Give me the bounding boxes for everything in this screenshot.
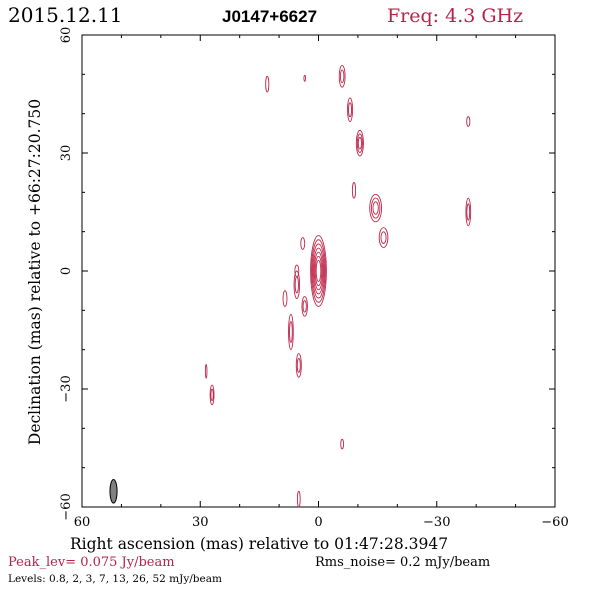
contour-ring [310,235,327,307]
y-tick-label: −60 [59,493,74,520]
contour-ring [315,260,322,282]
contour-ring [265,75,270,93]
contour-ring [302,300,307,313]
y-tick-label: 30 [59,145,74,162]
tick-labels: 60 30 0 −30 −60 −60 −30 0 30 60 [59,27,569,530]
source-name: J0147+6627 [222,7,317,26]
x-tick-label: 60 [74,515,91,530]
contour-ring [369,193,383,223]
x-tick-label: −60 [541,515,568,530]
contour-ring [295,353,302,378]
contour-ring [355,129,364,157]
contour-ring [303,74,306,82]
y-tick-label: 60 [59,27,74,44]
contour-layer [204,65,472,508]
x-tick-label: −30 [423,515,450,530]
contour-ring [314,255,323,287]
x-tick-label: 0 [314,515,322,530]
contour-ring [296,490,301,508]
contour-ring [356,133,363,153]
contour-ring [351,182,357,199]
contour-ring [312,243,325,299]
plot-border [81,34,556,508]
y-tick-label: −30 [59,375,74,402]
contour-ring [313,251,324,291]
frequency-label: Freq: 4.3 GHz [387,5,523,27]
contour-ring [347,97,354,122]
beam-layer [109,478,118,504]
contour-ring [312,247,325,295]
contour-ring [372,201,379,215]
contour-ring [348,102,352,118]
contour-ring [311,239,326,303]
beam-ellipse [109,478,118,504]
axis-ticks [81,34,556,508]
y-axis-label: Declination (mas) relative to +66:27:20.… [26,99,44,445]
contour-ring [340,438,344,450]
contour-ring [289,321,293,343]
x-tick-label: 30 [192,515,209,530]
contour-ring [301,296,308,317]
contour-ring [339,69,345,84]
contour-ring [288,313,294,351]
plot-frame [81,34,556,508]
x-axis-label: Right ascension (mas) relative to 01:47:… [70,535,448,553]
contour-ring [466,203,471,221]
contour-ring [370,197,381,219]
contour-ring [293,270,301,299]
contour-ring [296,357,301,373]
contour-ring [300,237,306,250]
y-tick-label: 0 [59,267,74,275]
contour-ring [465,197,472,227]
contour-ring [357,136,362,150]
contour-ring [282,290,288,307]
rms-noise: Rms_noise= 0.2 mJy/beam [315,555,490,570]
observation-date: 2015.12.11 [8,3,123,27]
contour-ring [209,384,215,406]
contour-ring [380,231,387,244]
contour-ring [466,116,471,127]
contour-ring [204,363,208,379]
peak-level: Peak_lev= 0.075 Jy/beam [8,555,175,570]
contour-ring [378,227,389,248]
contour-ring [210,388,214,402]
contour-ring [294,276,299,294]
contour-ring [338,65,346,88]
contour-levels: Levels: 0.8, 2, 3, 7, 13, 26, 52 mJy/bea… [8,573,222,585]
